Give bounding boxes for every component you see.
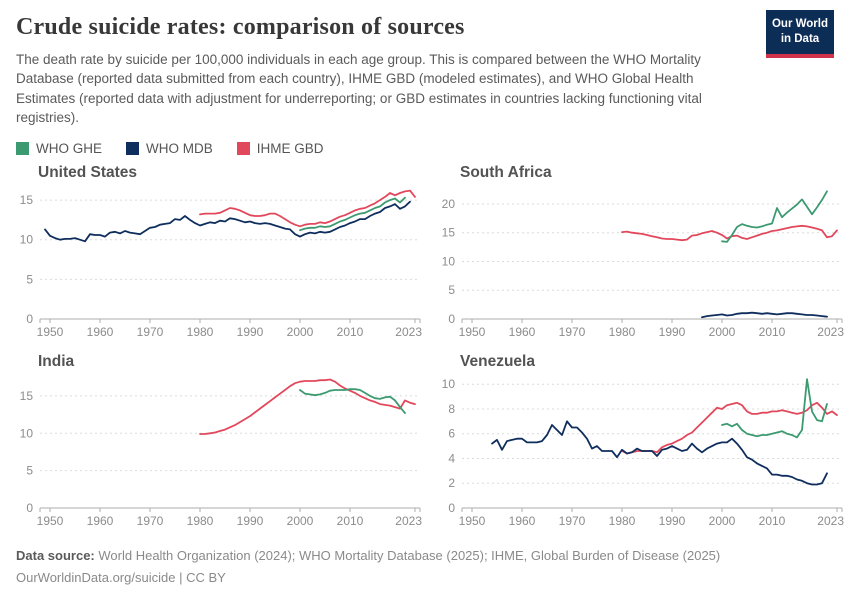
chart-india: India 0 5 10 15 1950 1960 1970 1980 1990 2000 2010… — [14, 353, 426, 534]
footer-license: CC BY — [186, 569, 226, 585]
svg-text:2000: 2000 — [709, 514, 736, 528]
legend-item-who-ghe[interactable]: WHO GHE — [16, 141, 102, 156]
chart-plot-united-states[interactable]: 0 5 10 15 1950 1960 1970 1980 1990 2000 2010 2023 — [14, 183, 426, 345]
svg-text:0: 0 — [448, 312, 455, 326]
svg-text:2000: 2000 — [287, 325, 314, 339]
svg-text:15: 15 — [442, 225, 456, 239]
legend-swatch-who-mdb — [126, 141, 139, 155]
svg-text:1990: 1990 — [237, 514, 264, 528]
svg-text:2023: 2023 — [817, 514, 844, 528]
svg-text:8: 8 — [448, 402, 455, 416]
svg-text:1990: 1990 — [659, 325, 686, 339]
svg-text:2023: 2023 — [395, 325, 422, 339]
svg-text:10: 10 — [20, 426, 34, 440]
header: Crude suicide rates: comparison of sourc… — [0, 0, 850, 128]
page-title: Crude suicide rates: comparison of sourc… — [16, 14, 465, 40]
svg-text:0: 0 — [448, 501, 455, 515]
footer-license-line: OurWorldinData.org/suicide | CC BY — [16, 567, 720, 588]
legend-item-who-mdb[interactable]: WHO MDB — [126, 141, 213, 156]
svg-text:5: 5 — [26, 272, 33, 286]
footer-source-label: Data source: — [16, 548, 95, 564]
svg-text:1950: 1950 — [459, 514, 486, 528]
svg-text:1980: 1980 — [187, 325, 214, 339]
chart-venezuela: Venezuela 0 2 4 6 8 10 1950 1960 1970 1980 1990 200… — [436, 353, 848, 534]
svg-text:15: 15 — [20, 389, 34, 403]
legend-item-ihme-gbd[interactable]: IHME GBD — [236, 140, 324, 156]
svg-text:2010: 2010 — [759, 514, 786, 528]
svg-text:1950: 1950 — [37, 325, 64, 339]
chart-subtitle: The death rate by suicide per 100,000 in… — [16, 52, 702, 126]
svg-text:10: 10 — [442, 254, 456, 268]
footer-sources: World Health Organization (2024); WHO Mo… — [98, 548, 721, 564]
svg-text:1970: 1970 — [137, 514, 164, 528]
owid-logo-line2: in Data — [780, 32, 820, 45]
legend: WHO GHE WHO MDB IHME GBD — [16, 141, 834, 156]
svg-text:1990: 1990 — [659, 514, 686, 528]
svg-text:0: 0 — [26, 312, 33, 326]
svg-text:1960: 1960 — [509, 514, 536, 528]
chart-plot-venezuela[interactable]: 0 2 4 6 8 10 1950 1960 1970 1980 1990 2000 2010 2023 — [436, 372, 848, 534]
svg-text:1990: 1990 — [237, 325, 264, 339]
svg-text:0: 0 — [26, 501, 33, 515]
svg-text:20: 20 — [442, 197, 456, 211]
svg-text:2: 2 — [448, 476, 455, 490]
svg-text:1950: 1950 — [37, 514, 64, 528]
svg-text:10: 10 — [20, 232, 34, 246]
footer-source-line: Data source: World Health Organization (… — [16, 545, 720, 566]
chart-title-south-africa: South Africa — [460, 163, 552, 181]
legend-label: WHO MDB — [146, 140, 213, 156]
svg-text:1960: 1960 — [509, 325, 536, 339]
svg-text:5: 5 — [26, 463, 33, 477]
svg-text:1970: 1970 — [559, 325, 586, 339]
charts-grid: United States 0 5 10 15 1950 1960 1970 1980 1990… — [0, 164, 850, 534]
svg-text:1970: 1970 — [137, 325, 164, 339]
svg-text:1950: 1950 — [459, 325, 486, 339]
chart-title-india: India — [38, 352, 75, 370]
svg-text:4: 4 — [448, 451, 455, 465]
owid-logo[interactable]: Our World in Data — [766, 10, 834, 58]
chart-plot-india[interactable]: 0 5 10 15 1950 1960 1970 1980 1990 2000 2010 2023 — [14, 372, 426, 534]
chart-plot-south-africa[interactable]: 0 5 10 15 20 1950 1960 1970 1980 1990 2000 2010 2023 — [436, 183, 848, 345]
svg-text:1980: 1980 — [187, 514, 214, 528]
svg-text:1960: 1960 — [87, 514, 114, 528]
svg-text:1970: 1970 — [559, 514, 586, 528]
svg-text:2010: 2010 — [759, 325, 786, 339]
legend-label: WHO GHE — [36, 140, 102, 156]
svg-text:2000: 2000 — [287, 514, 314, 528]
svg-text:15: 15 — [20, 193, 34, 207]
footer-separator: | — [175, 569, 187, 585]
legend-swatch-ihme-gbd — [236, 141, 250, 155]
svg-text:2010: 2010 — [337, 514, 364, 528]
chart-south-africa: South Africa 0 5 10 15 20 1950 1960 1970 1980 199… — [436, 164, 848, 345]
svg-text:2000: 2000 — [709, 325, 736, 339]
svg-text:1980: 1980 — [609, 325, 636, 339]
svg-text:1980: 1980 — [609, 514, 636, 528]
svg-text:2023: 2023 — [395, 514, 422, 528]
svg-text:5: 5 — [448, 283, 455, 297]
chart-title-united-states: United States — [38, 163, 138, 181]
svg-text:2023: 2023 — [817, 325, 844, 339]
owid-logo-line1: Our World — [771, 18, 828, 30]
svg-text:1960: 1960 — [87, 325, 114, 339]
legend-swatch-who-ghe — [16, 141, 29, 155]
chart-title-venezuela: Venezuela — [460, 352, 535, 370]
chart-united-states: United States 0 5 10 15 1950 1960 1970 1980 1990… — [14, 164, 426, 345]
svg-text:2010: 2010 — [337, 325, 364, 339]
svg-text:10: 10 — [442, 377, 456, 391]
footer-url-link[interactable]: OurWorldinData.org/suicide — [16, 569, 176, 585]
svg-text:6: 6 — [448, 426, 455, 440]
legend-label: IHME GBD — [256, 140, 324, 156]
footer: Data source: World Health Organization (… — [16, 545, 720, 588]
